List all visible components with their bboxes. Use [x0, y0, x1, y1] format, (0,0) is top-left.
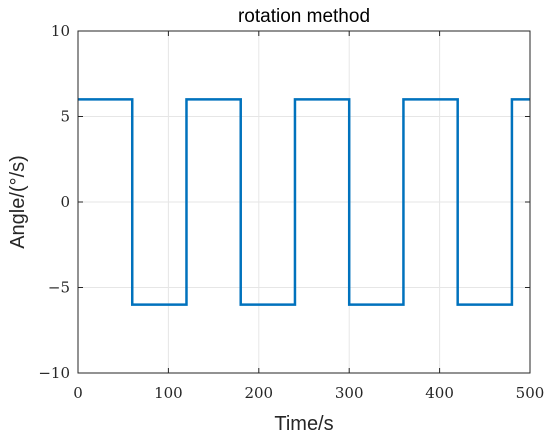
x-tick-label: 400 [425, 384, 454, 402]
ticks: 0 100 200 300 400 500 −10 −5 0 5 10 [38, 22, 544, 402]
x-tick-label: 100 [154, 384, 183, 402]
y-axis-title: Angle/(°/s) [7, 155, 29, 249]
series-line [78, 98, 530, 306]
y-tick-label: 0 [60, 193, 70, 211]
x-tick-label: 300 [335, 384, 364, 402]
x-tick-label: 200 [244, 384, 273, 402]
series-layer [78, 98, 530, 306]
x-tick-label: 500 [516, 384, 545, 402]
chart-title: rotation method [238, 6, 370, 27]
y-tick-label: 5 [60, 108, 70, 126]
y-tick-label: −5 [48, 279, 70, 297]
y-tick-label: −10 [38, 364, 70, 382]
x-axis-title: Time/s [274, 413, 333, 435]
y-tick-label: 10 [51, 22, 70, 40]
x-tick-label: 0 [73, 384, 83, 402]
